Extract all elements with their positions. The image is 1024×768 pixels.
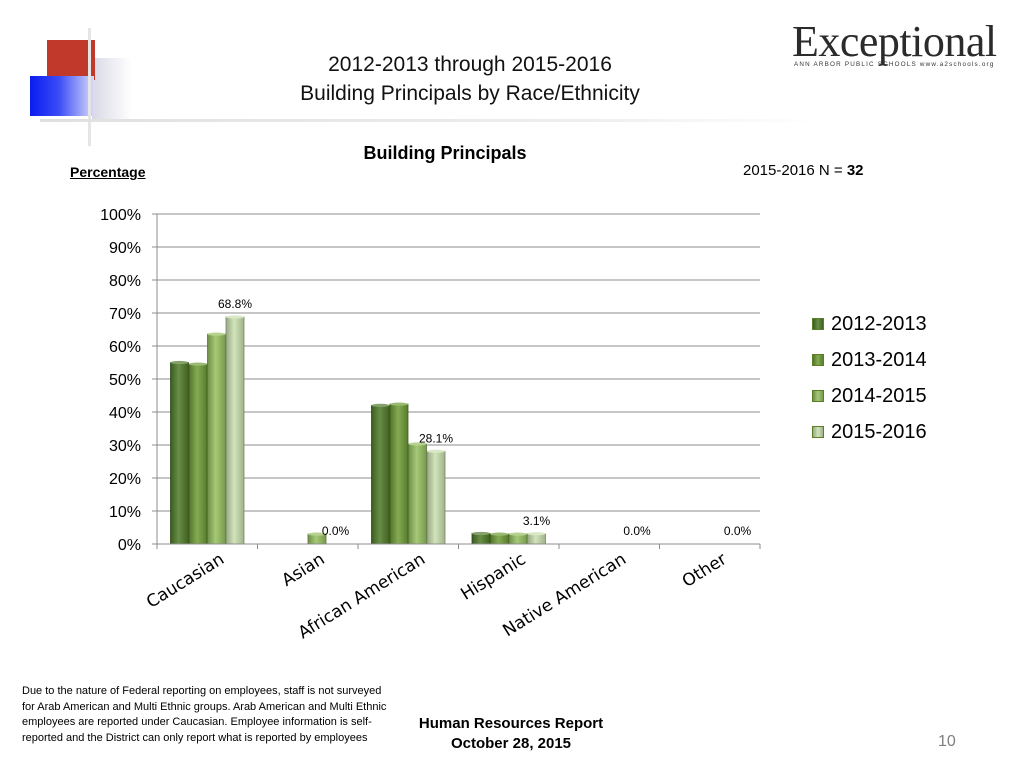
bar-cap — [527, 532, 546, 536]
report-date: October 28, 2015 — [450, 735, 572, 752]
y-tick-label: 10% — [109, 504, 141, 521]
y-tick-label: 60% — [109, 339, 141, 356]
y-tick-label: 0% — [118, 537, 141, 554]
bar-cap — [472, 531, 490, 536]
x-tick-label: Other — [679, 549, 731, 592]
legend-swatch — [812, 318, 824, 330]
legend-label: 2013-2014 — [831, 349, 927, 371]
legend-swatch — [812, 390, 824, 402]
bar-cap — [390, 402, 408, 406]
y-tick-label: 70% — [109, 306, 141, 323]
y-tick-label: 30% — [109, 438, 141, 455]
decor-square-grey — [92, 58, 132, 120]
y-tick-label: 20% — [109, 471, 141, 488]
legend-label: 2015-2016 — [831, 421, 927, 443]
logo-wordmark: Exceptional — [792, 17, 997, 66]
x-tick-label: Asian — [278, 549, 328, 591]
legend-label: 2012-2013 — [831, 313, 927, 335]
decor-horizontal-line — [40, 119, 820, 122]
y-tick-label: 100% — [100, 207, 141, 224]
slide-title-line2: Building Principals by Race/Ethnicity — [300, 82, 640, 105]
y-axis-label: Percentage — [70, 164, 146, 180]
bar-cap — [408, 442, 427, 446]
decor-vertical-line — [88, 28, 91, 146]
bar-cap — [226, 315, 244, 319]
report-info: Human Resources Report October 28, 2015 — [396, 714, 626, 754]
bar — [170, 362, 189, 545]
chart-title: Building Principals — [363, 143, 527, 163]
exceptional-logo: Exceptional ANN ARBOR PUBLIC SCHOOLS www… — [792, 20, 1004, 72]
y-tick-label: 50% — [109, 372, 141, 389]
y-tick-label: 40% — [109, 405, 141, 422]
bar-cap — [371, 403, 390, 407]
bar-cap — [509, 532, 527, 536]
sample-size-label: 2015-2016 N = 32 — [743, 162, 864, 179]
bar-cap — [207, 332, 226, 336]
decor-square-blue — [30, 76, 94, 116]
y-tick-label: 80% — [109, 273, 141, 290]
bar-cap — [427, 449, 445, 453]
data-label: 3.1% — [523, 514, 551, 528]
bar — [207, 333, 226, 545]
slide-title-line1: 2012-2013 through 2015-2016 — [328, 53, 612, 76]
data-label: 0.0% — [322, 524, 350, 538]
bar — [188, 363, 208, 545]
bar — [371, 404, 390, 545]
page-number: 10 — [938, 733, 956, 750]
bar-cap — [189, 362, 207, 366]
y-tick-label: 90% — [109, 240, 141, 257]
bar-cap — [170, 360, 189, 365]
bar — [426, 450, 446, 545]
slide-title: 2012-2013 through 2015-2016 Building Pri… — [230, 50, 710, 108]
data-label: 0.0% — [724, 524, 752, 538]
bar — [408, 443, 427, 545]
bar-cap — [490, 532, 509, 536]
bar-cap — [308, 532, 326, 536]
report-title: Human Resources Report — [418, 715, 604, 732]
legend-swatch — [812, 426, 824, 438]
sample-size-value: 32 — [846, 162, 864, 179]
sample-size-text: 2015-2016 N = — [743, 162, 847, 179]
decor-square-red — [47, 40, 95, 80]
footnote: Due to the nature of Federal reporting o… — [22, 685, 387, 744]
bar — [225, 316, 245, 545]
x-tick-label: Caucasian — [143, 549, 228, 612]
x-tick-label: Hispanic — [457, 549, 529, 604]
legend-swatch — [812, 354, 824, 366]
bar — [389, 403, 409, 545]
data-label: 68.8% — [218, 297, 252, 311]
logo-subtitle: ANN ARBOR PUBLIC SCHOOLS www.a2schools.o… — [794, 61, 995, 68]
data-label: 0.0% — [623, 524, 651, 538]
legend-label: 2014-2015 — [831, 385, 927, 407]
data-label: 28.1% — [419, 431, 453, 445]
